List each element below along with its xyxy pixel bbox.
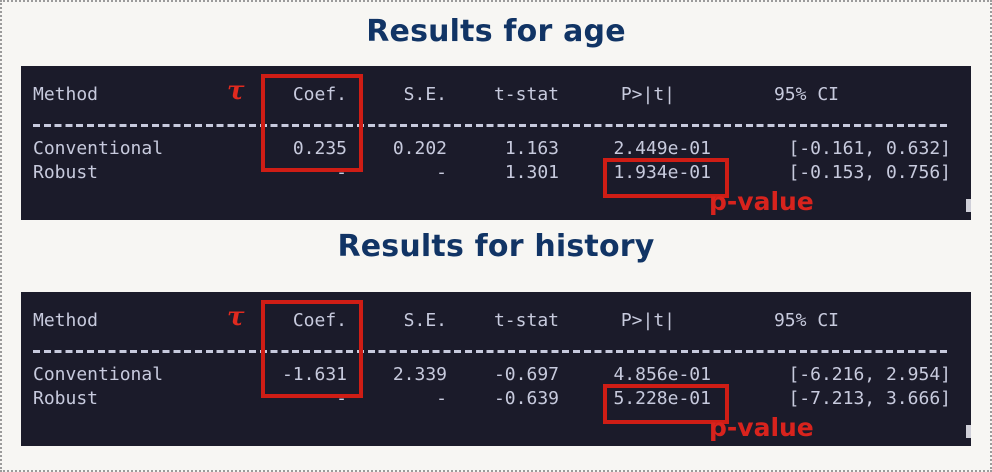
coef-highlight-box xyxy=(261,74,363,172)
header-ci: 95% CI xyxy=(773,310,839,331)
header-tstat: t-stat xyxy=(493,310,559,331)
tau-symbol: τ xyxy=(227,302,245,332)
table-header-row: Method Coef. S.E. t-stat P>|t| 95% CI xyxy=(33,82,959,108)
cell-coef: -1.631 xyxy=(281,364,347,385)
cell-method: Conventional xyxy=(33,138,164,159)
header-method: Method xyxy=(33,310,99,331)
tau-symbol: τ xyxy=(227,76,245,106)
cell-ci: [-7.213, 3.666] xyxy=(788,388,951,409)
cell-ci: [-6.216, 2.954] xyxy=(788,364,951,385)
pvalue-annotation-label: p-value xyxy=(709,413,814,442)
header-se: S.E. xyxy=(403,310,447,331)
cell-pvalue: 2.449e-01 xyxy=(613,138,711,159)
header-ci: 95% CI xyxy=(773,84,839,105)
table-row-conventional: Conventional -1.631 2.339 -0.697 4.856e-… xyxy=(33,363,959,387)
cell-se: - xyxy=(436,162,447,183)
cell-coef: - xyxy=(336,388,347,409)
cell-pvalue: 1.934e-01 xyxy=(613,162,711,183)
cell-method: Robust xyxy=(33,162,99,183)
pvalue-highlight-box xyxy=(603,384,729,424)
cell-tstat: -0.639 xyxy=(493,388,559,409)
header-pvalue: P>|t| xyxy=(620,84,675,105)
cell-method: Robust xyxy=(33,388,99,409)
cell-method: Conventional xyxy=(33,364,164,385)
separator-line xyxy=(33,350,951,353)
table-header-row: Method Coef. S.E. t-stat P>|t| 95% CI xyxy=(33,308,959,334)
section-title-history: Results for history xyxy=(337,229,655,264)
cell-coef: 0.235 xyxy=(292,138,347,159)
table-row-robust: Robust - - 1.301 1.934e-01 [-0.153, 0.75… xyxy=(33,161,959,185)
cell-se: 2.339 xyxy=(392,364,447,385)
results-terminal-history: Method Coef. S.E. t-stat P>|t| 95% CI Co… xyxy=(21,292,971,446)
cell-se: 0.202 xyxy=(392,138,447,159)
cell-coef: - xyxy=(336,162,347,183)
header-tstat: t-stat xyxy=(493,84,559,105)
cell-tstat: 1.301 xyxy=(504,162,559,183)
scrollbar-notch xyxy=(966,199,971,212)
results-terminal-age: Method Coef. S.E. t-stat P>|t| 95% CI Co… xyxy=(21,66,971,220)
scrollbar-notch xyxy=(966,425,971,438)
section-title-age: Results for age xyxy=(366,14,626,49)
cell-pvalue: 4.856e-01 xyxy=(613,364,711,385)
header-pvalue: P>|t| xyxy=(620,310,675,331)
table-row-robust: Robust - - -0.639 5.228e-01 [-7.213, 3.6… xyxy=(33,387,959,411)
cell-se: - xyxy=(436,388,447,409)
cell-ci: [-0.161, 0.632] xyxy=(788,138,951,159)
coef-highlight-box xyxy=(261,300,363,398)
header-coef: Coef. xyxy=(292,84,347,105)
cell-tstat: 1.163 xyxy=(504,138,559,159)
cell-tstat: -0.697 xyxy=(493,364,559,385)
header-se: S.E. xyxy=(403,84,447,105)
header-coef: Coef. xyxy=(292,310,347,331)
table-row-conventional: Conventional 0.235 0.202 1.163 2.449e-01… xyxy=(33,137,959,161)
pvalue-annotation-label: p-value xyxy=(709,187,814,216)
cell-pvalue: 5.228e-01 xyxy=(613,388,711,409)
separator-line xyxy=(33,124,951,127)
pvalue-highlight-box xyxy=(603,158,729,198)
cell-ci: [-0.153, 0.756] xyxy=(788,162,951,183)
header-method: Method xyxy=(33,84,99,105)
